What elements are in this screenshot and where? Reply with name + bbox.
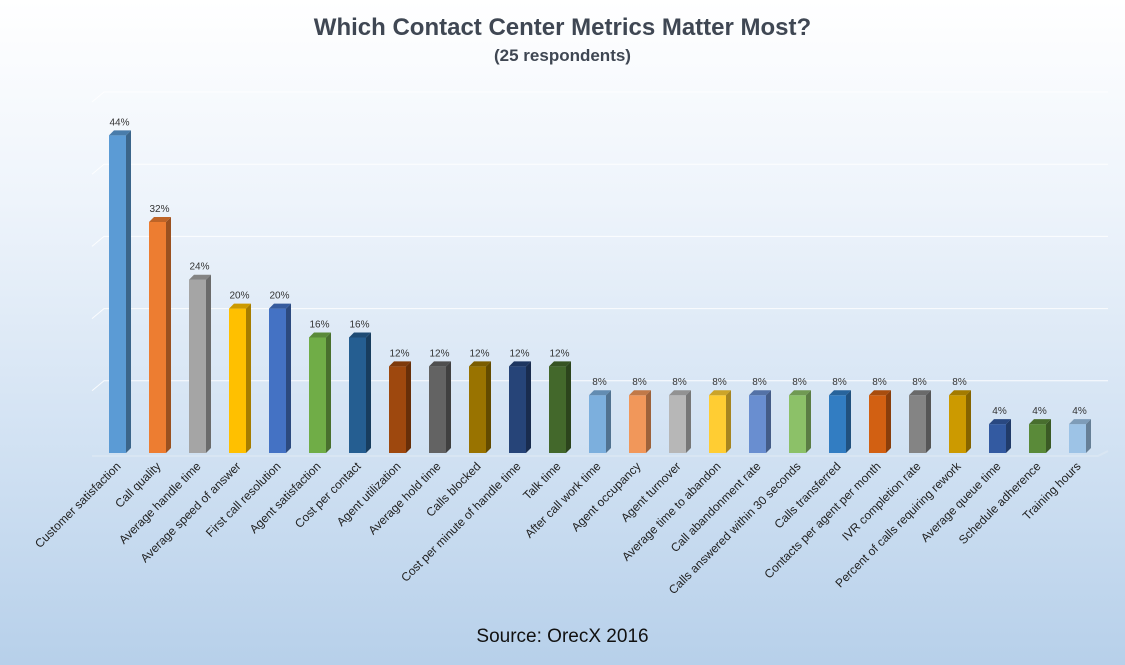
- bar: [269, 303, 291, 453]
- data-label: 8%: [792, 377, 807, 388]
- bar: [1069, 419, 1091, 453]
- data-label: 8%: [632, 377, 647, 388]
- bar: [629, 390, 651, 453]
- data-label: 8%: [672, 377, 687, 388]
- data-label: 12%: [429, 348, 449, 359]
- bar: [829, 390, 851, 453]
- data-label: 4%: [992, 406, 1007, 417]
- bar: [309, 332, 331, 453]
- chart-source: Source: OrecX 2016: [476, 626, 649, 647]
- data-label: 8%: [872, 377, 887, 388]
- gridline: [91, 163, 1108, 175]
- data-label: 8%: [832, 377, 847, 388]
- bar: [509, 361, 531, 453]
- gridline: [91, 308, 1108, 319]
- data-label: 8%: [912, 377, 927, 388]
- category-tick-label: Agent occupancy: [569, 459, 644, 534]
- category-tick-label: Agent satisfaction: [247, 459, 324, 536]
- data-label: 12%: [549, 348, 569, 359]
- data-label: 4%: [1032, 406, 1047, 417]
- bar: [949, 390, 971, 453]
- gridline: [91, 380, 1108, 392]
- bar: [549, 361, 571, 453]
- bars: [109, 130, 1091, 453]
- chart-subtitle: (25 respondents): [494, 46, 631, 65]
- data-label: 16%: [309, 319, 329, 330]
- data-label: 20%: [229, 291, 249, 302]
- data-label: 12%: [469, 348, 489, 359]
- data-label: 4%: [1072, 406, 1087, 417]
- data-label: 24%: [189, 262, 209, 273]
- data-label: 12%: [389, 348, 409, 359]
- gridline: [91, 91, 1108, 103]
- gridline: [91, 235, 1108, 247]
- bar: [109, 130, 131, 453]
- data-label: 20%: [269, 291, 289, 302]
- data-label: 8%: [752, 377, 767, 388]
- category-tick-label: Average hold time: [365, 459, 443, 537]
- bar: [149, 216, 171, 453]
- bar: [589, 390, 611, 453]
- category-tick-label: After call work time: [522, 459, 604, 541]
- floor-line: [92, 450, 1109, 457]
- bar: [869, 390, 891, 453]
- bar: [1029, 419, 1051, 453]
- bar: [709, 390, 731, 453]
- bar: [189, 274, 211, 453]
- data-label: 8%: [592, 377, 607, 388]
- bar: [389, 361, 411, 453]
- data-labels: 44% 32% 24% 20% 20% 16% 16% 12% 12% 12% 12% 12% 8% 8%…: [109, 117, 1086, 417]
- bar: [469, 361, 491, 453]
- gridlines: [91, 91, 1108, 392]
- category-tick-label: First call resolution: [203, 459, 284, 540]
- chart-floor: [92, 450, 1109, 457]
- bar: [909, 390, 931, 453]
- chart-title: Which Contact Center Metrics Matter Most…: [313, 14, 812, 41]
- data-label: 16%: [349, 319, 369, 330]
- data-label: 12%: [509, 348, 529, 359]
- bar: [989, 419, 1011, 453]
- bar: [349, 332, 371, 453]
- bar: [429, 361, 451, 453]
- bar: [749, 390, 771, 453]
- data-label: 8%: [712, 377, 727, 388]
- bar: [669, 390, 691, 453]
- data-label: 44%: [109, 117, 129, 128]
- data-label: 32%: [149, 204, 169, 215]
- data-label: 8%: [952, 377, 967, 388]
- bar: [789, 390, 811, 453]
- category-tick-label: Customer satisfaction: [32, 459, 123, 550]
- bar: [229, 303, 251, 453]
